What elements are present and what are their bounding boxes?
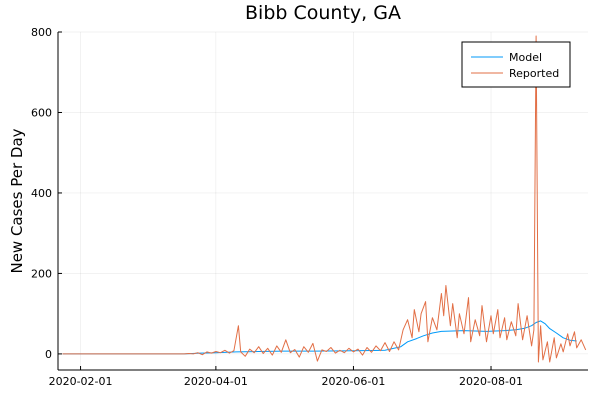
x-tick-label: 2020-06-01 xyxy=(321,375,385,388)
series-line-model xyxy=(62,320,577,355)
y-axis-title: New Cases Per Day xyxy=(8,128,26,273)
y-tick-label: 800 xyxy=(31,26,52,39)
grid xyxy=(58,31,588,370)
legend: Model Reported xyxy=(461,41,571,88)
x-tick-label: 2020-04-01 xyxy=(184,375,248,388)
legend-label-reported: Reported xyxy=(509,67,559,80)
x-tick-label: 2020-02-01 xyxy=(49,375,113,388)
y-ticks: 0 200 400 600 800 xyxy=(31,26,62,361)
legend-label-model: Model xyxy=(509,51,542,64)
y-tick-label: 400 xyxy=(31,187,52,200)
chart-title: Bibb County, GA xyxy=(245,2,401,24)
series xyxy=(62,35,587,363)
y-tick-label: 600 xyxy=(31,106,52,119)
x-tick-label: 2020-08-01 xyxy=(459,375,523,388)
legend-box xyxy=(461,41,571,88)
series-line-reported xyxy=(62,35,587,363)
y-tick-label: 200 xyxy=(31,267,52,280)
x-ticks: 2020-02-01 2020-04-01 2020-06-01 2020-08-01 xyxy=(49,366,523,388)
axes xyxy=(57,32,588,371)
y-tick-label: 0 xyxy=(45,348,52,361)
